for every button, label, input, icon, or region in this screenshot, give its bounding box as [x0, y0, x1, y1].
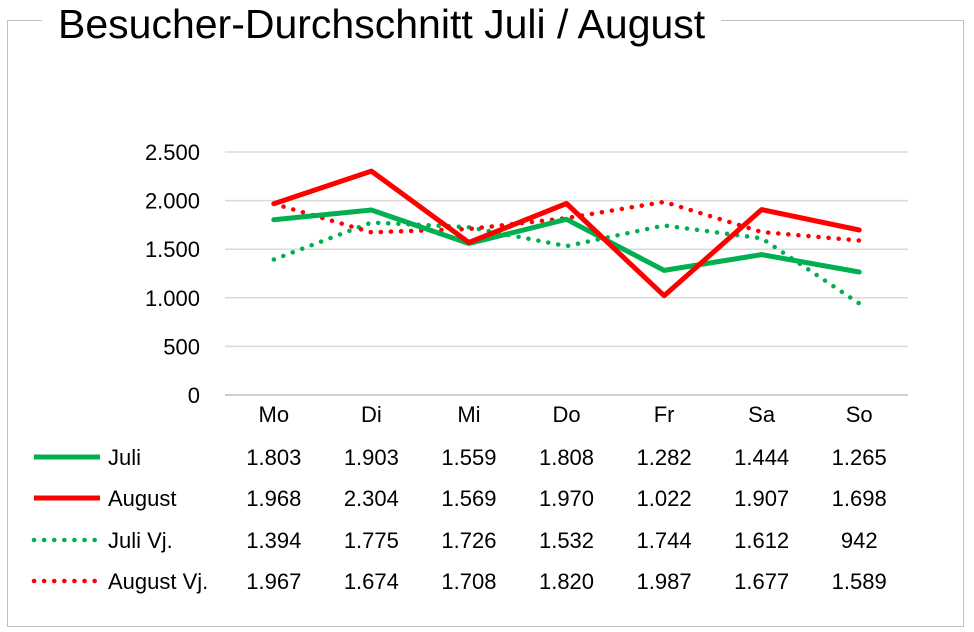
y-tick-label: 0 — [188, 383, 200, 408]
data-table-cell: 942 — [841, 528, 878, 553]
data-table-cell: 1.968 — [246, 486, 301, 511]
data-table-cell: 1.698 — [832, 486, 887, 511]
data-table-cell: 1.987 — [637, 569, 692, 594]
x-tick-label: Di — [361, 402, 382, 427]
series-line — [271, 168, 862, 299]
series-line — [271, 220, 862, 306]
x-tick-label: Sa — [748, 402, 776, 427]
data-table-cell: 1.612 — [734, 528, 789, 553]
y-tick-label: 1.000 — [145, 286, 200, 311]
y-tick-label: 2.500 — [145, 140, 200, 165]
data-table-cell: 1.808 — [539, 445, 594, 470]
data-table-cell: 1.674 — [344, 569, 399, 594]
data-table-cell: 1.775 — [344, 528, 399, 553]
data-table-cell: 1.970 — [539, 486, 594, 511]
data-table-cell: 1.907 — [734, 486, 789, 511]
data-table-cell: 1.559 — [441, 445, 496, 470]
x-tick-label: Do — [552, 402, 580, 427]
data-table-cell: 1.532 — [539, 528, 594, 553]
data-table-cell: 1.569 — [441, 486, 496, 511]
legend-label: August — [108, 486, 177, 511]
y-tick-label: 500 — [163, 334, 200, 359]
data-table-cell: 1.803 — [246, 445, 301, 470]
data-table-cell: 1.265 — [832, 445, 887, 470]
data-table-cell: 1.394 — [246, 528, 301, 553]
data-table-cell: 1.744 — [637, 528, 692, 553]
x-tick-label: Fr — [654, 402, 675, 427]
legend-label: Juli — [108, 445, 141, 470]
data-table-cell: 2.304 — [344, 486, 399, 511]
x-tick-label: So — [846, 402, 873, 427]
data-table-cell: 1.967 — [246, 569, 301, 594]
chart-title: Besucher-Durchschnitt Juli / August — [42, 0, 722, 48]
data-table-cell: 1.903 — [344, 445, 399, 470]
legend-label: Juli Vj. — [108, 528, 173, 553]
series-line — [271, 199, 862, 243]
x-tick-label: Mi — [457, 402, 480, 427]
data-table-cell: 1.677 — [734, 569, 789, 594]
data-table-cell: 1.589 — [832, 569, 887, 594]
data-table-cell: 1.708 — [441, 569, 496, 594]
data-table-cell: 1.282 — [637, 445, 692, 470]
data-table-cell: 1.726 — [441, 528, 496, 553]
legend-label: August Vj. — [108, 569, 208, 594]
x-tick-label: Mo — [259, 402, 290, 427]
y-tick-label: 1.500 — [145, 237, 200, 262]
y-tick-label: 2.000 — [145, 189, 200, 214]
data-table-cell: 1.820 — [539, 569, 594, 594]
data-table-cell: 1.022 — [637, 486, 692, 511]
data-table-cell: 1.444 — [734, 445, 789, 470]
series-line — [271, 207, 862, 275]
